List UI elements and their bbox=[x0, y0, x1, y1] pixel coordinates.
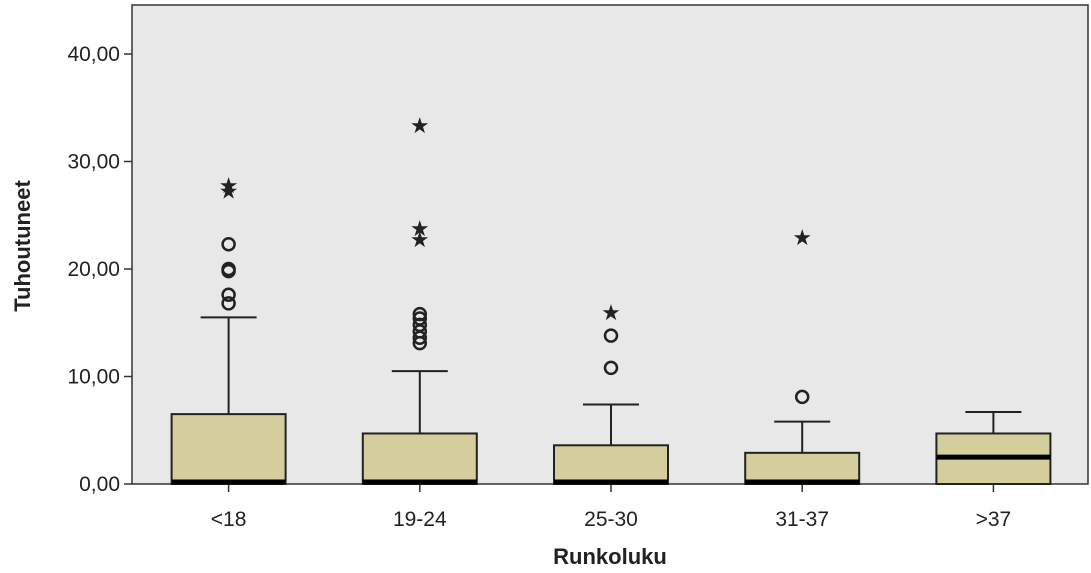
x-tick-label: >37 bbox=[976, 508, 1012, 531]
outlier-point bbox=[603, 328, 619, 343]
box-4: ★ bbox=[744, 226, 861, 486]
outlier-point bbox=[221, 296, 236, 311]
x-tick-label: 31-37 bbox=[775, 508, 829, 531]
outlier-point bbox=[603, 360, 619, 376]
extreme-outlier-star: ★ bbox=[601, 301, 621, 326]
x-tick-label: <18 bbox=[211, 508, 247, 531]
box-body bbox=[170, 413, 287, 485]
extreme-outlier-star: ★ bbox=[219, 180, 239, 205]
x-tick-label: 25-30 bbox=[584, 508, 638, 531]
extreme-outlier-star: ★ bbox=[410, 228, 430, 253]
outlier-point bbox=[221, 261, 236, 277]
y-axis-title: Tuhoutuneet bbox=[10, 180, 35, 312]
extreme-outlier-star: ★ bbox=[219, 174, 239, 199]
box-body bbox=[553, 444, 669, 485]
outlier-point bbox=[221, 237, 236, 252]
x-axis-title: Runkoluku bbox=[553, 544, 667, 569]
extreme-outlier-star: ★ bbox=[410, 217, 430, 242]
outlier-point bbox=[412, 311, 428, 326]
extreme-outlier-star: ★ bbox=[792, 226, 812, 251]
x-tick-label: 19-24 bbox=[393, 508, 447, 531]
y-tick-label: 0,00 bbox=[79, 473, 120, 496]
box-1: ★★ bbox=[170, 174, 287, 485]
box-body bbox=[744, 451, 861, 486]
extreme-outlier-star: ★ bbox=[410, 114, 430, 139]
box-body bbox=[361, 432, 478, 486]
box-group: ★★★★★★★ bbox=[170, 114, 1052, 486]
y-tick-label: 40,00 bbox=[67, 43, 120, 66]
box-3: ★ bbox=[553, 301, 669, 485]
box-2: ★★★ bbox=[361, 114, 478, 486]
outlier-point bbox=[412, 306, 428, 322]
outlier-point bbox=[794, 389, 810, 405]
outlier-point bbox=[221, 287, 236, 303]
box-5 bbox=[935, 410, 1052, 486]
y-tick-label: 10,00 bbox=[67, 366, 120, 389]
y-tick-label: 30,00 bbox=[67, 151, 120, 174]
y-tick-label: 20,00 bbox=[67, 258, 120, 281]
x-axis: <18 19-24 25-30 31-37 >37 bbox=[211, 484, 1011, 531]
y-axis: 0,00 10,00 20,00 30,00 40,00 bbox=[67, 43, 132, 496]
